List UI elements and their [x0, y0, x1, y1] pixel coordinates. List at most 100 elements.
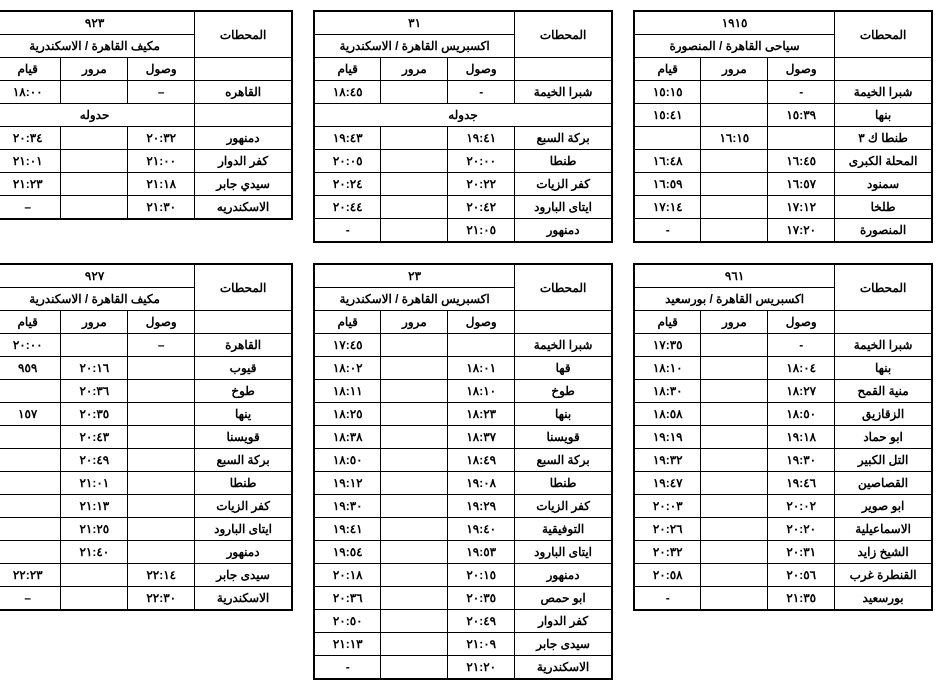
station-cell: قويسنا — [195, 426, 292, 449]
depart-cell: ١٨:٢٥ — [314, 403, 381, 426]
station-cell: القاهره — [195, 81, 292, 104]
depart-cell: ١٨:٣٨ — [314, 426, 381, 449]
pass-cell — [701, 196, 768, 219]
depart-cell — [0, 426, 61, 449]
pass-cell — [701, 403, 768, 426]
station-cell: سيدى جابر — [195, 564, 292, 587]
station-cell: ابو حمص — [515, 587, 612, 610]
station-cell: قها — [515, 357, 612, 380]
depart-cell: ١٨:٠٠ — [0, 81, 61, 104]
depart-cell: ١٨:٣٠ — [634, 380, 701, 403]
pass-cell — [381, 564, 448, 587]
arrive-cell: ٢١:٠٠ — [128, 150, 195, 173]
arrive-cell: ١٨:٥٠ — [768, 403, 835, 426]
stations-header: المحطات — [195, 264, 292, 311]
depart-cell: ١٩:٣٠ — [314, 495, 381, 518]
spanned-row: جدوله — [314, 104, 612, 127]
arrive-cell: ١٦:٥٧ — [768, 173, 835, 196]
pass-cell: ١٦:١٥ — [701, 127, 768, 150]
station-cell: طنطا — [515, 150, 612, 173]
arrive-cell: ١٥:٣٩ — [768, 104, 835, 127]
arrive-cell: ١٨:٠٤ — [768, 357, 835, 380]
col-station-blank — [515, 311, 612, 334]
pass-cell — [381, 357, 448, 380]
pass-cell — [381, 334, 448, 357]
depart-cell: ١٥:٤١ — [634, 104, 701, 127]
station-cell: دمنهور — [515, 219, 612, 243]
depart-cell: ٢٠:٥٨ — [634, 564, 701, 587]
arrive-cell: ٢١:٣٥ — [768, 587, 835, 611]
arrive-cell — [768, 127, 835, 150]
station-cell: دمنهور — [195, 541, 292, 564]
arrive-cell: ١٨:٣٧ — [448, 426, 515, 449]
pass-cell — [381, 196, 448, 219]
arrive-cell: – — [128, 81, 195, 104]
pass-cell — [381, 495, 448, 518]
arrive-cell: ٢٠:٢٠ — [768, 518, 835, 541]
station-cell: ايتاى البارود — [515, 541, 612, 564]
pass-cell — [381, 219, 448, 243]
stations-header: المحطات — [515, 11, 612, 58]
station-cell: ايتاى البارود — [515, 196, 612, 219]
depart-cell: ٢٠:٠٥ — [314, 150, 381, 173]
station-cell: طنطا — [515, 472, 612, 495]
col-arrive: وصول — [768, 58, 835, 81]
depart-cell: ٢١:١٣ — [314, 633, 381, 656]
pass-cell — [61, 196, 128, 220]
pass-cell: ٢٠:٤٣ — [61, 426, 128, 449]
depart-cell: ١٨:١٠ — [634, 357, 701, 380]
depart-cell: ٢٢:٢٣ — [0, 564, 61, 587]
station-cell: ايتاى البارود — [195, 518, 292, 541]
arrive-cell: ٢٠:٤٢ — [448, 196, 515, 219]
route-name: اكسبريس القاهرة / بورسعيد — [634, 288, 835, 311]
depart-cell: – — [0, 587, 61, 611]
col-arrive: وصول — [448, 58, 515, 81]
pass-cell — [61, 127, 128, 150]
table-927-wrap: المحطات٩٢٧مكيف القاهرة / الاسكندريةوصولم… — [0, 263, 293, 680]
col-pass: مرور — [61, 311, 128, 334]
depart-cell: ٢٠:٣٤ — [0, 127, 61, 150]
arrive-cell: - — [768, 81, 835, 104]
station-cell: سيدي جابر — [195, 173, 292, 196]
depart-cell — [0, 495, 61, 518]
pass-cell — [701, 518, 768, 541]
route-name: مكيف القاهرة / الاسكندرية — [0, 35, 195, 58]
pass-cell — [381, 449, 448, 472]
arrive-cell: ٢٢:١٤ — [128, 564, 195, 587]
col-station-blank — [195, 58, 292, 81]
pass-cell: ٢٠:٣٦ — [61, 380, 128, 403]
station-cell: دمنهور — [195, 127, 292, 150]
depart-cell: ٢٠:٢٤ — [314, 173, 381, 196]
station-cell: كفر الدوار — [195, 150, 292, 173]
station-cell — [195, 104, 292, 127]
pass-cell — [701, 104, 768, 127]
arrive-cell — [128, 403, 195, 426]
depart-cell — [634, 127, 701, 150]
arrive-cell: ٢١:١٨ — [128, 173, 195, 196]
pass-cell: ٢١:٤٠ — [61, 541, 128, 564]
pass-cell — [381, 127, 448, 150]
pass-cell — [701, 334, 768, 357]
col-station-blank — [195, 311, 292, 334]
col-arrive: وصول — [448, 311, 515, 334]
pass-cell — [381, 541, 448, 564]
station-cell: شبرا الخيمة — [515, 81, 612, 104]
col-arrive: وصول — [128, 58, 195, 81]
depart-cell: ١٧:١٤ — [634, 196, 701, 219]
station-cell: سيدى جابر — [515, 633, 612, 656]
pass-cell — [381, 518, 448, 541]
station-cell: الزقازيق — [835, 403, 932, 426]
pass-cell — [381, 633, 448, 656]
pass-cell — [701, 426, 768, 449]
arrive-cell: ٢٢:٣٠ — [128, 587, 195, 611]
train-number: ٩٦١ — [634, 264, 835, 288]
station-cell: منية القمح — [835, 380, 932, 403]
arrive-cell: ٢٠:١٥ — [448, 564, 515, 587]
train-number: ٣١ — [314, 11, 515, 35]
station-cell: الاسكندرية — [195, 587, 292, 611]
station-cell: التل الكبير — [835, 449, 932, 472]
station-cell: المحلة الكبرى — [835, 150, 932, 173]
arrive-cell: ١٩:٥٣ — [448, 541, 515, 564]
station-cell: طنطا ك ٣ — [835, 127, 932, 150]
pass-cell — [61, 150, 128, 173]
